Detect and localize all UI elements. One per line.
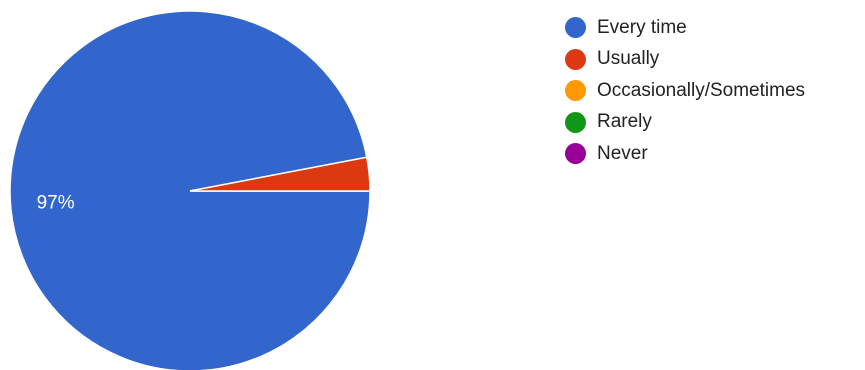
legend-swatch-icon: [565, 143, 586, 165]
legend-item[interactable]: Never: [565, 138, 805, 170]
pie-slice-usually: [189, 156, 371, 192]
data-label: 97%: [37, 193, 75, 214]
pie-plot: 97%: [9, 10, 371, 370]
legend-swatch-icon: [565, 111, 586, 133]
legend-item[interactable]: Every time: [565, 12, 805, 44]
legend-swatch-icon: [565, 17, 586, 39]
legend-label: Every time: [597, 16, 687, 38]
legend-label: Rarely: [597, 111, 652, 133]
legend-swatch-icon: [565, 80, 586, 102]
legend-item[interactable]: Occasionally/Sometimes: [565, 75, 805, 107]
legend-item[interactable]: Usually: [565, 44, 805, 76]
legend-label: Usually: [597, 48, 660, 70]
legend-label: Occasionally/Sometimes: [597, 79, 806, 101]
legend-label: Never: [597, 142, 648, 164]
legend-item[interactable]: Rarely: [565, 107, 805, 139]
legend: Every time Usually Occasionally/Sometimes R…: [565, 12, 805, 170]
legend-swatch-icon: [565, 48, 586, 70]
